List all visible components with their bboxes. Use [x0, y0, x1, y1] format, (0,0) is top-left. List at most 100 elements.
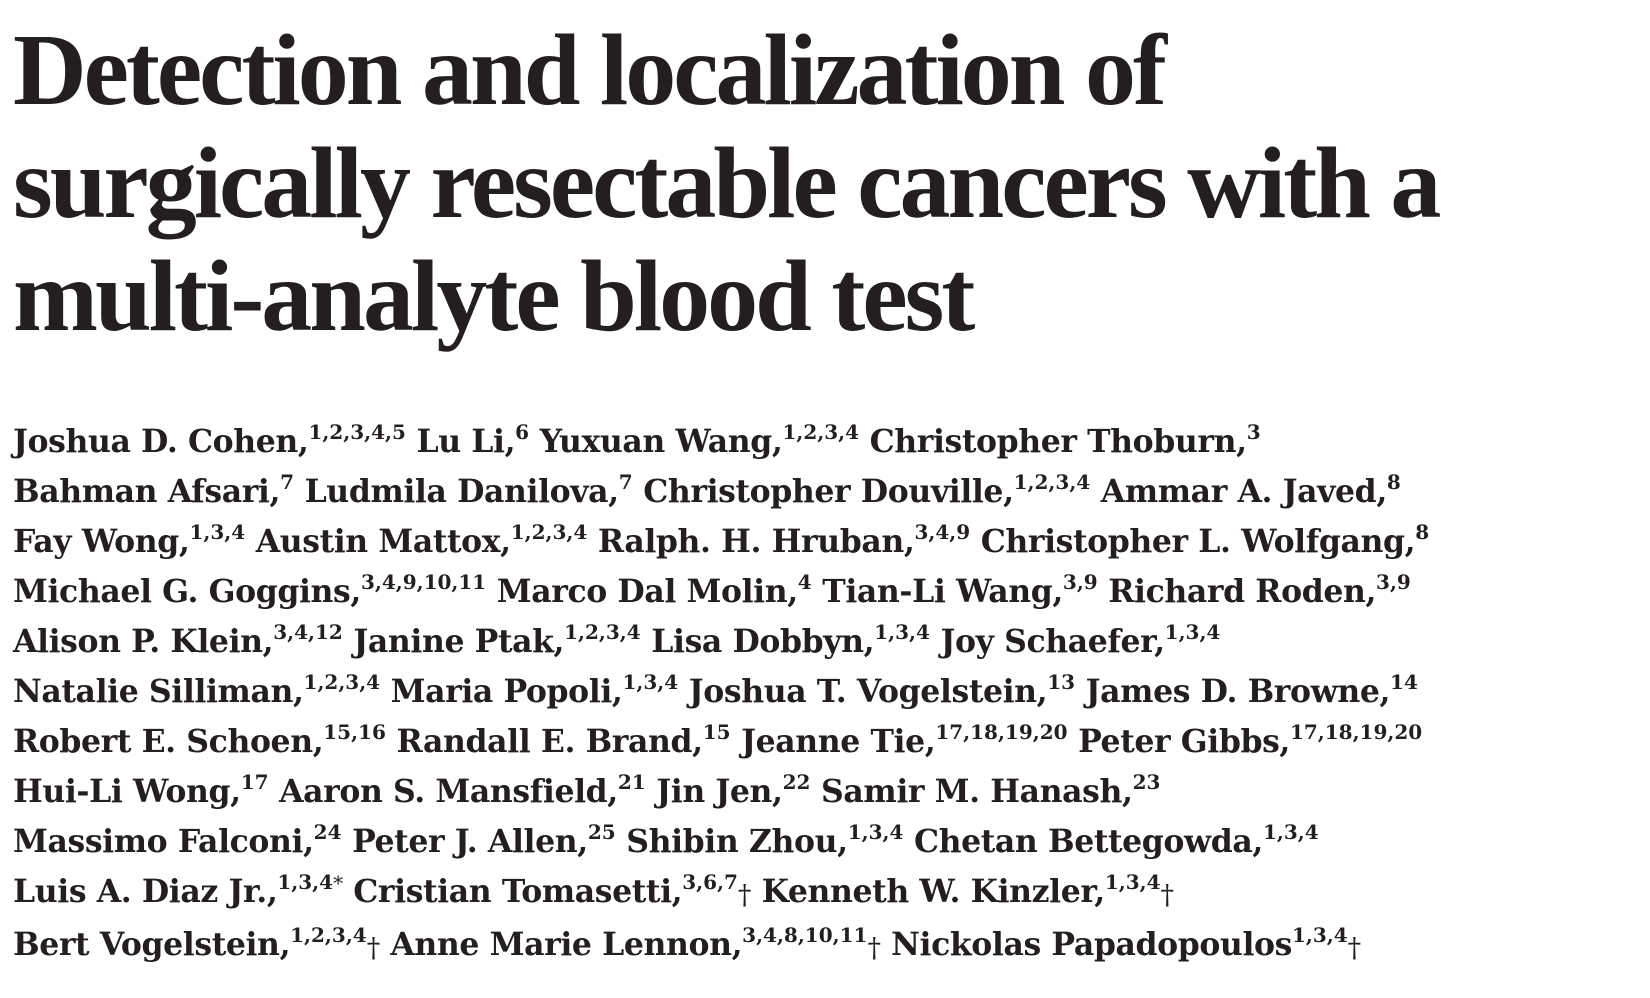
- affiliation-numbers: 4: [797, 569, 812, 594]
- author-name: Aaron S. Mansfield,: [279, 773, 618, 810]
- affiliation-numbers: 8: [1415, 519, 1430, 544]
- equal-contribution-mark: †: [1160, 880, 1175, 911]
- author: Lu Li,6: [416, 419, 530, 461]
- affiliation-numbers: 17,18,19,20: [1289, 719, 1423, 744]
- author-line: Natalie Silliman,1,2,3,4 Maria Popoli,1,…: [13, 667, 1650, 717]
- author-name: James D. Browne,: [1085, 673, 1391, 710]
- affiliation-numbers: 15: [702, 719, 731, 744]
- author-name: Joy Schaefer,: [940, 623, 1166, 660]
- author-name: Tian-Li Wang,: [822, 573, 1063, 610]
- author: Ludmila Danilova,7: [304, 469, 633, 511]
- author: Peter Gibbs,17,18,19,20: [1078, 719, 1423, 761]
- author: Kenneth W. Kinzler,1,3,4†: [761, 869, 1175, 912]
- affiliation-numbers: 1,3,4: [1291, 922, 1348, 947]
- author-name: Natalie Silliman,: [13, 673, 304, 710]
- author-name: Joshua T. Vogelstein,: [688, 673, 1048, 710]
- author: Aaron S. Mansfield,21: [279, 772, 646, 811]
- equal-contribution-mark: †: [1347, 933, 1362, 964]
- author-name: Fay Wong,: [13, 523, 190, 560]
- author: Joy Schaefer,1,3,4: [940, 622, 1221, 661]
- author: Robert E. Schoen,15,16: [13, 719, 386, 761]
- author-line: Alison P. Klein,3,4,12 Janine Ptak,1,2,3…: [13, 617, 1650, 667]
- affiliation-numbers: 6: [515, 419, 530, 444]
- author-name: Shibin Zhou,: [626, 823, 848, 860]
- author-line: Joshua D. Cohen,1,2,3,4,5 Lu Li,6 Yuxuan…: [13, 417, 1650, 467]
- author-name: Randall E. Brand,: [396, 723, 703, 760]
- author: Bahman Afsari,7: [13, 472, 294, 511]
- author: Austin Mattox,1,2,3,4: [255, 522, 588, 561]
- author: Bert Vogelstein,1,2,3,4†: [13, 922, 381, 965]
- author-line: Bahman Afsari,7 Ludmila Danilova,7 Chris…: [13, 467, 1650, 517]
- equal-contribution-mark: †: [366, 933, 381, 964]
- author: Michael G. Goggins,3,4,9,10,11: [13, 569, 487, 611]
- affiliation-numbers: 1,2,3,4: [564, 619, 641, 644]
- author-name: Lisa Dobbyn,: [651, 623, 875, 660]
- affiliation-numbers: 1,2,3,4,5: [308, 419, 406, 444]
- affiliation-numbers: 3,4,8,10,11: [742, 922, 868, 947]
- author: Richard Roden,3,9: [1108, 572, 1411, 611]
- author: Yuxuan Wang,1,2,3,4: [540, 422, 859, 461]
- affiliation-numbers: 15,16: [323, 719, 386, 744]
- author-name: Robert E. Schoen,: [13, 723, 324, 760]
- affiliation-numbers: 24: [313, 819, 342, 844]
- author: Fay Wong,1,3,4: [13, 519, 246, 561]
- affiliation-numbers: 3,4,9: [914, 519, 971, 544]
- author-name: Hui-Li Wong,: [13, 773, 241, 810]
- author-name: Christopher Thoburn,: [869, 423, 1248, 460]
- author-name: Michael G. Goggins,: [13, 573, 361, 610]
- author: Shibin Zhou,1,3,4: [626, 822, 903, 861]
- author: Janine Ptak,1,2,3,4: [353, 619, 641, 661]
- affiliation-numbers: 25: [587, 819, 616, 844]
- author: Peter J. Allen,25: [352, 819, 616, 861]
- title-line: Detection and localization of: [13, 14, 1167, 127]
- affiliation-numbers: 3: [1246, 419, 1261, 444]
- affiliation-numbers: 3,9: [1062, 569, 1098, 594]
- affiliation-numbers: 7: [618, 469, 633, 494]
- author-name: Austin Mattox,: [255, 523, 511, 560]
- author-name: Luis A. Diaz Jr.,: [13, 873, 278, 910]
- author-name: Marco Dal Molin,: [496, 573, 798, 610]
- affiliation-numbers: 1,3,4: [622, 669, 679, 694]
- author-name: Lu Li,: [416, 423, 516, 460]
- author-line: Michael G. Goggins,3,4,9,10,11 Marco Dal…: [13, 567, 1650, 617]
- corresponding-author-mark: *: [333, 871, 343, 895]
- author-name: Christopher Douville,: [643, 473, 1014, 510]
- author-name: Alison P. Klein,: [13, 623, 274, 660]
- author: Anne Marie Lennon,3,4,8,10,11†: [390, 922, 881, 965]
- author-name: Kenneth W. Kinzler,: [761, 873, 1106, 910]
- author-list: Joshua D. Cohen,1,2,3,4,5 Lu Li,6 Yuxuan…: [13, 417, 1650, 972]
- author: Joshua D. Cohen,1,2,3,4,5: [13, 419, 406, 461]
- affiliation-numbers: 17,18,19,20: [935, 719, 1068, 744]
- author-line: Fay Wong,1,3,4 Austin Mattox,1,2,3,4 Ral…: [13, 517, 1650, 567]
- author: Randall E. Brand,15: [396, 719, 731, 761]
- author: Joshua T. Vogelstein,13: [688, 669, 1076, 711]
- affiliation-numbers: 13: [1047, 669, 1076, 694]
- author-name: Peter Gibbs,: [1078, 723, 1290, 760]
- title-line: multi-analyte blood test: [13, 240, 975, 353]
- author: Tian-Li Wang,3,9: [822, 569, 1098, 611]
- affiliation-numbers: 1,3,4: [1104, 869, 1161, 894]
- affiliation-numbers: 3,6,7: [682, 869, 738, 894]
- author-name: Ammar A. Javed,: [1100, 473, 1388, 510]
- author-name: Samir M. Hanash,: [821, 773, 1133, 810]
- author: James D. Browne,14: [1085, 672, 1418, 711]
- affiliation-numbers: 1,3,4: [1262, 819, 1319, 844]
- affiliation-numbers: 3,4,9,10,11: [360, 569, 487, 594]
- author-name: Jin Jen,: [656, 773, 783, 810]
- author: Marco Dal Molin,4: [496, 569, 812, 611]
- author-name: Ludmila Danilova,: [304, 473, 620, 510]
- author-name: Cristian Tomasetti,: [353, 873, 683, 910]
- author-name: Bert Vogelstein,: [13, 926, 291, 963]
- author: Luis A. Diaz Jr.,1,3,4*: [13, 871, 343, 910]
- author: Jeanne Tie,17,18,19,20: [741, 719, 1068, 761]
- author: Natalie Silliman,1,2,3,4: [13, 672, 380, 711]
- affiliation-numbers: 22: [782, 769, 811, 794]
- author: Lisa Dobbyn,1,3,4: [651, 622, 930, 661]
- author-name: Jeanne Tie,: [741, 723, 936, 760]
- author-name: Massimo Falconi,: [13, 823, 314, 860]
- affiliation-numbers: 1,2,3,4: [290, 922, 367, 947]
- affiliation-numbers: 1,3,4: [189, 519, 246, 544]
- author-name: Richard Roden,: [1108, 573, 1377, 610]
- author: Jin Jen,22: [656, 769, 811, 811]
- author-name: Janine Ptak,: [353, 623, 565, 660]
